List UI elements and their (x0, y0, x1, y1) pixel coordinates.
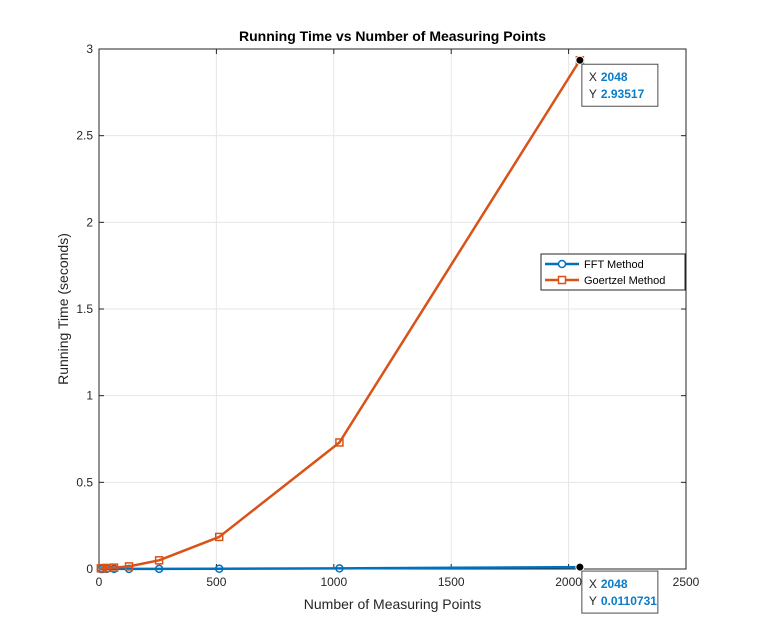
datatip-box (581, 63, 659, 107)
y-tick-label: 1 (86, 389, 93, 403)
chart-title: Running Time vs Number of Measuring Poin… (239, 28, 546, 44)
data-tips[interactable]: X 2048 Y 2.93517 X 2048 Y 0.0110731 (575, 55, 659, 614)
data-point[interactable] (154, 556, 164, 565)
datatip[interactable]: X 2048 Y 2.93517 (575, 55, 659, 107)
grid-lines (99, 49, 686, 569)
data-point[interactable] (124, 562, 134, 571)
y-axis-label: Running Time (seconds) (55, 233, 71, 385)
legend-label: Goertzel Method (584, 275, 665, 287)
data-point[interactable] (335, 564, 344, 573)
legend-marker (557, 275, 567, 285)
datatip-x-value: 2048 (601, 70, 628, 84)
legend[interactable]: FFT Method Goertzel Method (540, 253, 686, 291)
x-tick-label: 0 (96, 575, 103, 589)
legend-marker (557, 259, 567, 269)
datatip-y-key: Y (589, 594, 597, 608)
legend-item-fft-method[interactable]: FFT Method (545, 259, 644, 271)
y-tick-label: 2 (86, 215, 93, 229)
datatip-x-key: X (589, 70, 597, 84)
datatip-anchor (575, 562, 585, 572)
y-tick-label: 1.5 (76, 302, 93, 316)
datatip-box (581, 570, 659, 614)
datatip-y-key: Y (589, 87, 597, 101)
x-tick-label: 2000 (555, 575, 582, 589)
datatip[interactable]: X 2048 Y 0.0110731 (575, 562, 659, 614)
datatip-x-value: 2048 (601, 577, 628, 591)
data-point[interactable] (214, 532, 224, 542)
data-point[interactable] (214, 564, 224, 573)
y-tick-label: 0.5 (76, 475, 93, 489)
x-tick-label: 1500 (438, 575, 465, 589)
data-series (96, 55, 585, 574)
datatip-anchor (575, 55, 585, 65)
data-point[interactable] (154, 564, 164, 574)
y-tick-label: 2.5 (76, 129, 93, 143)
y-tick-label: 0 (86, 562, 93, 576)
legend-label: FFT Method (584, 259, 644, 271)
x-axis-label: Number of Measuring Points (304, 596, 481, 612)
x-tick-label: 2500 (673, 575, 700, 589)
x-axis-ticks: 0 500 1000 1500 2000 2500 (96, 49, 700, 589)
data-point[interactable] (109, 563, 119, 572)
datatip-y-value: 0.0110731 (601, 594, 657, 608)
datatip-x-key: X (589, 577, 597, 591)
data-point[interactable] (335, 438, 344, 447)
x-tick-label: 1000 (320, 575, 347, 589)
legend-item-goertzel-method[interactable]: Goertzel Method (545, 275, 665, 287)
y-axis-ticks: 0 0.5 1 1.5 2 2.5 3 (76, 42, 686, 576)
x-tick-label: 500 (206, 575, 226, 589)
y-tick-label: 3 (86, 42, 93, 56)
datatip-y-value: 2.93517 (601, 87, 645, 101)
